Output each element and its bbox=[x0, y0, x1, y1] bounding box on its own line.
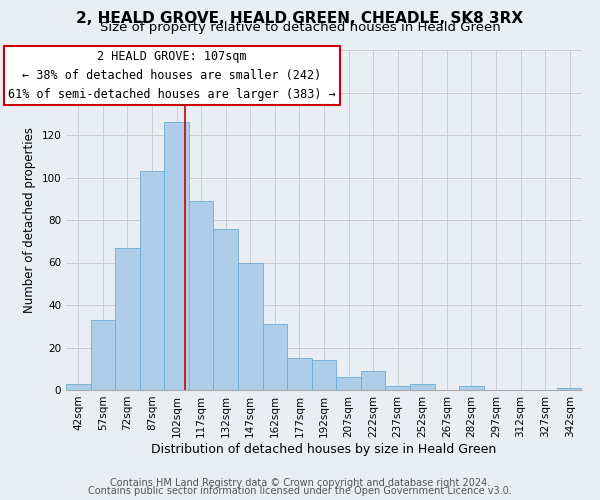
Bar bbox=[140, 171, 164, 390]
Text: Size of property relative to detached houses in Heald Green: Size of property relative to detached ho… bbox=[100, 22, 500, 35]
Bar bbox=[410, 384, 434, 390]
Bar bbox=[115, 248, 140, 390]
Bar bbox=[66, 384, 91, 390]
Bar bbox=[189, 201, 214, 390]
Text: 2, HEALD GROVE, HEALD GREEN, CHEADLE, SK8 3RX: 2, HEALD GROVE, HEALD GREEN, CHEADLE, SK… bbox=[76, 11, 524, 26]
Y-axis label: Number of detached properties: Number of detached properties bbox=[23, 127, 36, 313]
Bar bbox=[459, 386, 484, 390]
Bar bbox=[287, 358, 312, 390]
Bar bbox=[238, 262, 263, 390]
Bar bbox=[361, 371, 385, 390]
Bar bbox=[91, 320, 115, 390]
Text: Contains public sector information licensed under the Open Government Licence v3: Contains public sector information licen… bbox=[88, 486, 512, 496]
Bar bbox=[214, 228, 238, 390]
Bar bbox=[385, 386, 410, 390]
Text: Contains HM Land Registry data © Crown copyright and database right 2024.: Contains HM Land Registry data © Crown c… bbox=[110, 478, 490, 488]
Bar bbox=[336, 378, 361, 390]
X-axis label: Distribution of detached houses by size in Heald Green: Distribution of detached houses by size … bbox=[151, 442, 497, 456]
Bar bbox=[164, 122, 189, 390]
Text: 2 HEALD GROVE: 107sqm
← 38% of detached houses are smaller (242)
61% of semi-det: 2 HEALD GROVE: 107sqm ← 38% of detached … bbox=[8, 50, 335, 101]
Bar bbox=[263, 324, 287, 390]
Bar bbox=[312, 360, 336, 390]
Bar bbox=[557, 388, 582, 390]
